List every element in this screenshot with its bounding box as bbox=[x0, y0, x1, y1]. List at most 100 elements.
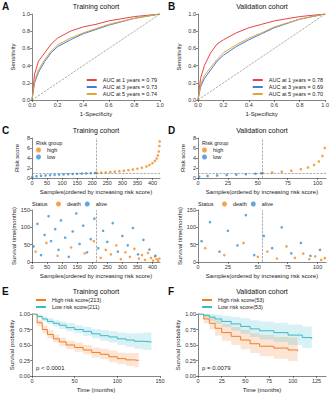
svg-text:0.6: 0.6 bbox=[105, 102, 113, 108]
svg-text:alive: alive bbox=[262, 201, 273, 207]
svg-text:0.8: 0.8 bbox=[131, 102, 139, 108]
svg-text:Low risk score(211): Low risk score(211) bbox=[52, 304, 100, 310]
svg-text:75: 75 bbox=[266, 378, 272, 384]
svg-text:1.0: 1.0 bbox=[188, 11, 196, 17]
svg-text:0.2: 0.2 bbox=[54, 102, 62, 108]
svg-text:100: 100 bbox=[313, 264, 322, 270]
svg-text:0.2: 0.2 bbox=[22, 80, 30, 86]
svg-text:200: 200 bbox=[88, 264, 97, 270]
svg-text:p = 0.0079: p = 0.0079 bbox=[202, 365, 231, 371]
svg-text:A: A bbox=[2, 1, 9, 12]
svg-text:0: 0 bbox=[196, 264, 199, 270]
svg-text:Validation cohort: Validation cohort bbox=[236, 3, 288, 10]
svg-text:0.6: 0.6 bbox=[270, 102, 278, 108]
svg-text:Validation cohort: Validation cohort bbox=[236, 288, 288, 295]
svg-text:Samples(ordered by increasing: Samples(ordered by increasing risk score… bbox=[40, 189, 152, 195]
svg-text:50: 50 bbox=[255, 264, 261, 270]
svg-text:25: 25 bbox=[225, 264, 231, 270]
svg-text:Samples(ordered by increasing: Samples(ordered by increasing risk score… bbox=[206, 273, 318, 279]
svg-text:AUC at 1 years = 0.79: AUC at 1 years = 0.79 bbox=[103, 77, 157, 83]
svg-text:0.75: 0.75 bbox=[19, 327, 30, 333]
svg-text:Time (months): Time (months) bbox=[243, 387, 281, 393]
svg-text:death: death bbox=[67, 201, 81, 207]
svg-text:0.2: 0.2 bbox=[220, 102, 228, 108]
svg-text:150: 150 bbox=[155, 378, 164, 384]
svg-text:0.0: 0.0 bbox=[194, 102, 202, 108]
svg-text:0.4: 0.4 bbox=[245, 102, 253, 108]
svg-text:150: 150 bbox=[21, 207, 30, 213]
svg-text:low: low bbox=[47, 154, 55, 160]
svg-text:Risk group: Risk group bbox=[36, 140, 62, 146]
svg-text:low: low bbox=[213, 154, 221, 160]
svg-text:50: 50 bbox=[255, 180, 261, 186]
svg-text:1.00: 1.00 bbox=[185, 311, 196, 317]
svg-text:100: 100 bbox=[313, 180, 322, 186]
svg-text:0.00: 0.00 bbox=[19, 373, 30, 379]
svg-text:Sensitivity: Sensitivity bbox=[10, 43, 16, 70]
svg-text:400: 400 bbox=[148, 180, 157, 186]
svg-text:350: 350 bbox=[133, 264, 142, 270]
svg-text:1-Specificity: 1-Specificity bbox=[245, 111, 277, 117]
svg-text:100: 100 bbox=[21, 224, 30, 230]
svg-text:p < 0.0001: p < 0.0001 bbox=[36, 365, 65, 371]
svg-text:Time (months): Time (months) bbox=[77, 387, 115, 393]
svg-text:High risk score(213): High risk score(213) bbox=[52, 297, 101, 303]
svg-text:death: death bbox=[233, 201, 247, 207]
svg-text:0.00: 0.00 bbox=[185, 373, 196, 379]
svg-text:4: 4 bbox=[193, 155, 196, 161]
svg-text:0.6: 0.6 bbox=[188, 45, 196, 51]
svg-text:0: 0 bbox=[30, 180, 33, 186]
svg-text:AUC at 3 years = 0.73: AUC at 3 years = 0.73 bbox=[103, 84, 157, 90]
svg-text:1.0: 1.0 bbox=[321, 102, 329, 108]
svg-text:50: 50 bbox=[190, 242, 196, 248]
svg-text:0.4: 0.4 bbox=[188, 63, 196, 69]
svg-text:High risk score(53): High risk score(53) bbox=[218, 297, 264, 303]
svg-text:0.4: 0.4 bbox=[22, 63, 30, 69]
svg-text:100: 100 bbox=[187, 224, 196, 230]
svg-text:0.8: 0.8 bbox=[296, 102, 304, 108]
svg-text:75: 75 bbox=[285, 264, 291, 270]
svg-text:AUC at 5 years = 0.70: AUC at 5 years = 0.70 bbox=[269, 91, 323, 97]
svg-text:75: 75 bbox=[285, 180, 291, 186]
svg-text:25: 25 bbox=[219, 378, 225, 384]
svg-text:Validation cohort: Validation cohort bbox=[236, 127, 288, 134]
svg-text:0.8: 0.8 bbox=[188, 28, 196, 34]
svg-text:300: 300 bbox=[118, 264, 127, 270]
svg-text:AUC at 1 years = 0.78: AUC at 1 years = 0.78 bbox=[269, 77, 323, 83]
svg-text:4: 4 bbox=[27, 155, 30, 161]
svg-text:C: C bbox=[2, 125, 9, 136]
svg-text:D: D bbox=[168, 125, 175, 136]
svg-text:E: E bbox=[2, 286, 9, 297]
svg-text:50: 50 bbox=[242, 378, 248, 384]
svg-text:25: 25 bbox=[225, 180, 231, 186]
svg-text:Survival probability: Survival probability bbox=[9, 320, 15, 370]
svg-text:Sensitivity: Sensitivity bbox=[176, 43, 182, 70]
svg-text:0.75: 0.75 bbox=[185, 327, 196, 333]
svg-text:300: 300 bbox=[118, 180, 127, 186]
svg-text:Samples(ordered by increasing: Samples(ordered by increasing risk score… bbox=[206, 189, 318, 195]
svg-text:350: 350 bbox=[133, 180, 142, 186]
svg-text:250: 250 bbox=[103, 180, 112, 186]
svg-text:Survival time(months): Survival time(months) bbox=[11, 207, 17, 265]
svg-text:2: 2 bbox=[193, 165, 196, 171]
svg-text:high: high bbox=[213, 147, 223, 153]
svg-text:200: 200 bbox=[88, 180, 97, 186]
svg-text:Samples(ordered by increasing: Samples(ordered by increasing risk score… bbox=[40, 273, 152, 279]
svg-text:AUC at 3 years = 0.69: AUC at 3 years = 0.69 bbox=[269, 84, 323, 90]
svg-text:0.6: 0.6 bbox=[22, 45, 30, 51]
svg-text:125: 125 bbox=[312, 378, 321, 384]
svg-text:1.0: 1.0 bbox=[156, 102, 164, 108]
svg-text:Training cohort: Training cohort bbox=[73, 288, 119, 296]
svg-text:B: B bbox=[168, 1, 175, 12]
svg-text:50: 50 bbox=[24, 242, 30, 248]
svg-text:0: 0 bbox=[196, 180, 199, 186]
svg-text:1.00: 1.00 bbox=[19, 311, 30, 317]
svg-text:Training cohort: Training cohort bbox=[73, 127, 119, 135]
svg-text:1-Specificity: 1-Specificity bbox=[80, 111, 112, 117]
svg-text:alive: alive bbox=[96, 201, 107, 207]
svg-text:Risk group: Risk group bbox=[202, 140, 228, 146]
svg-text:Risk score: Risk score bbox=[180, 143, 186, 172]
svg-text:F: F bbox=[168, 286, 174, 297]
svg-text:100: 100 bbox=[58, 264, 67, 270]
svg-text:50: 50 bbox=[72, 378, 78, 384]
